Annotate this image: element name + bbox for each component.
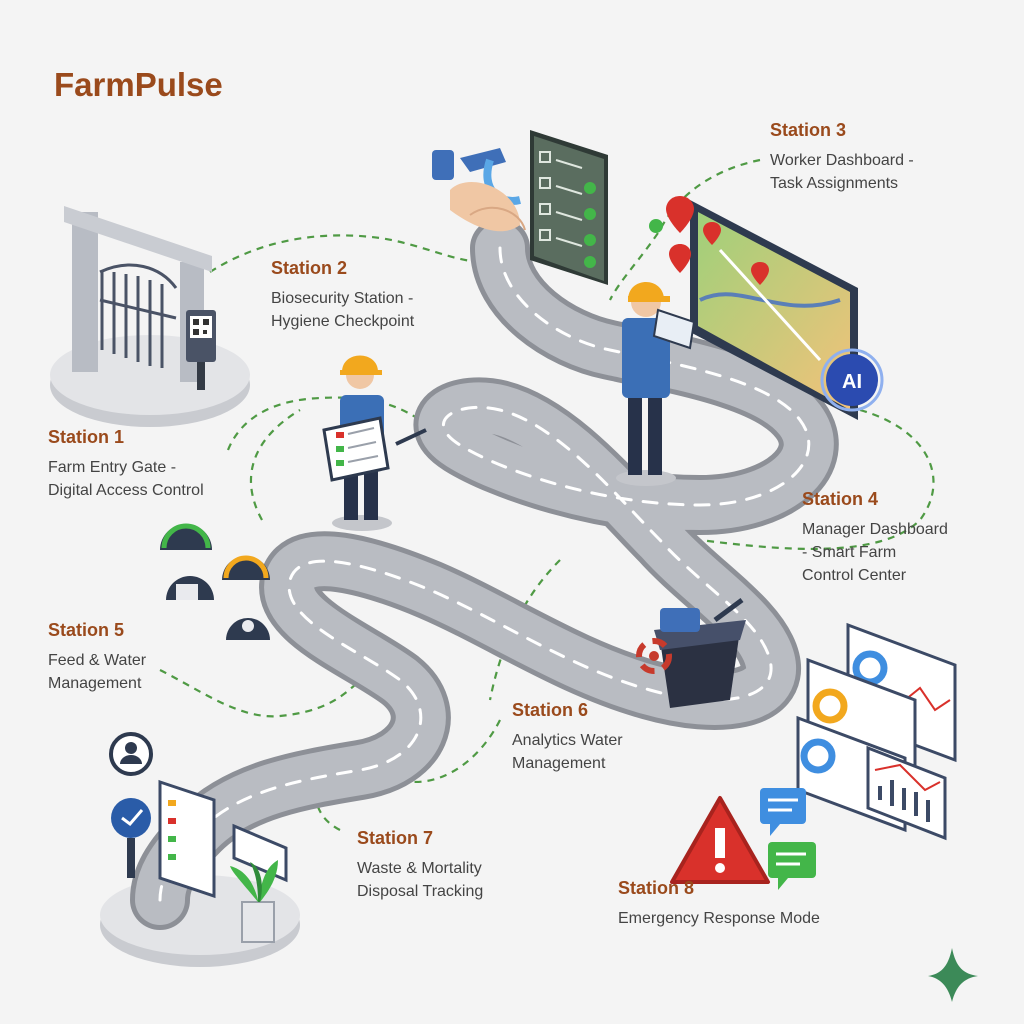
- analytics-dashboards: [796, 622, 957, 841]
- station-1-line-1: Farm Entry Gate -: [48, 459, 177, 476]
- station-5-line-1: Feed & Water: [48, 652, 147, 669]
- station-6-line-2: Management: [512, 755, 606, 772]
- station-5-label: Station 5 Feed & Water Management: [48, 620, 146, 695]
- ai-badge-label: AI: [842, 371, 862, 393]
- station-4-title: Station 4: [802, 489, 879, 509]
- station-5-title: Station 5: [48, 620, 125, 640]
- sparkle-icon: [928, 948, 978, 1002]
- connector-station5: [159, 669, 361, 718]
- connector-station2: [209, 234, 481, 273]
- station-4-label: Station 4 Manager Dashboard - Smart Farm…: [802, 489, 948, 587]
- station-4-line-3: Control Center: [802, 567, 907, 584]
- station-8-line-1: Emergency Response Mode: [618, 910, 820, 927]
- plant-icon: [230, 860, 278, 943]
- connector-station4: [699, 408, 935, 551]
- manager-worker: [616, 282, 696, 486]
- station-1-line-2: Digital Access Control: [48, 482, 204, 499]
- station-4-line-1: Manager Dashboard: [802, 521, 948, 538]
- brand-title: FarmPulse: [54, 66, 223, 103]
- station-7-title: Station 7: [357, 828, 434, 848]
- station-5-line-2: Management: [48, 675, 142, 692]
- station-3-title: Station 3: [770, 120, 847, 140]
- map-screen: [690, 200, 858, 420]
- station-3-line-1: Worker Dashboard -: [770, 152, 914, 169]
- station-2-title: Station 2: [271, 258, 348, 278]
- station-3-label: Station 3 Worker Dashboard - Task Assign…: [770, 120, 914, 195]
- station-2-label: Station 2 Biosecurity Station - Hygiene …: [271, 258, 414, 333]
- tablet-icon: [336, 427, 379, 466]
- bin-icon: [654, 597, 746, 708]
- warning-icon: [670, 796, 770, 884]
- connector-station1: [226, 396, 421, 451]
- ai-badge: AI: [820, 348, 884, 412]
- connector-center: [249, 409, 301, 521]
- station-6-title: Station 6: [512, 700, 589, 720]
- checklist-icon: [530, 130, 608, 285]
- station-7-label: Station 7 Waste & Mortality Disposal Tra…: [357, 828, 483, 903]
- connector-station3: [609, 158, 761, 301]
- station-6-line-1: Analytics Water: [512, 732, 623, 749]
- station-1-label: Station 1 Farm Entry Gate - Digital Acce…: [48, 427, 204, 502]
- biohazard-icon: [636, 638, 672, 674]
- station-8-title: Station 8: [618, 878, 695, 898]
- station-6-label: Station 6 Analytics Water Management: [512, 700, 623, 775]
- station-7-line-2: Disposal Tracking: [357, 883, 484, 900]
- station-2-line-1: Biosecurity Station -: [271, 290, 414, 307]
- chat-bubble-icon: [760, 788, 816, 890]
- worker-with-tablet: [322, 355, 427, 531]
- station-3-line-2: Task Assignments: [770, 175, 899, 192]
- station-1-title: Station 1: [48, 427, 125, 447]
- station-8-label: Station 8 Emergency Response Mode: [618, 878, 820, 930]
- station-7-line-1: Waste & Mortality: [357, 860, 482, 877]
- qr-code-icon: [186, 310, 216, 390]
- station-2-line-2: Hygiene Checkpoint: [271, 313, 415, 330]
- gauge-icon: [160, 523, 270, 640]
- station-4-line-2: - Smart Farm: [802, 544, 897, 561]
- map-pin-icon: [649, 196, 769, 285]
- hand-wash-icon: [432, 148, 526, 232]
- user-icon: [109, 732, 153, 878]
- winding-road: [130, 218, 839, 930]
